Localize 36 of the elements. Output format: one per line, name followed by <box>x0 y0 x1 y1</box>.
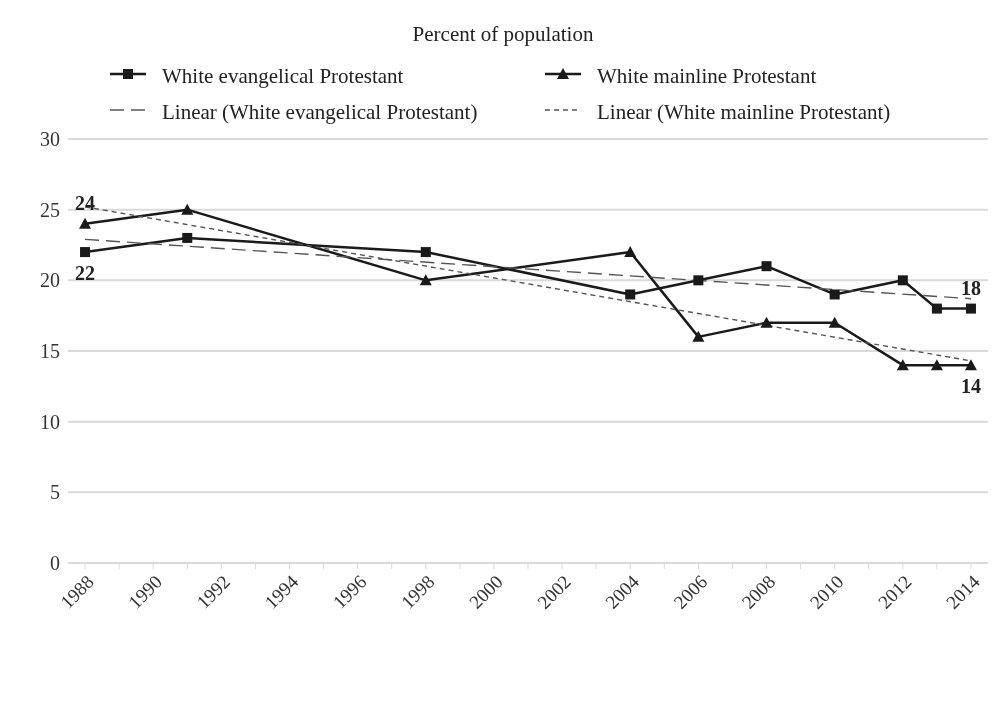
point <box>828 316 841 328</box>
legend-label: White evangelical Protestant <box>162 63 404 89</box>
point <box>80 247 91 258</box>
point <box>761 261 772 272</box>
y-tick-label: 30 <box>40 128 60 151</box>
y-tick-label: 10 <box>40 410 60 433</box>
point <box>760 316 773 328</box>
point <box>965 303 976 314</box>
point <box>624 246 637 258</box>
point <box>692 330 705 342</box>
legend-label: Linear (White mainline Protestant) <box>597 99 891 125</box>
legend-label: White mainline Protestant <box>597 63 817 89</box>
point <box>964 359 977 371</box>
point <box>829 289 840 300</box>
point <box>931 303 942 314</box>
y-tick-label: 0 <box>50 552 60 575</box>
chart-title: Percent of population <box>411 22 595 47</box>
y-tick-label: 5 <box>50 481 60 504</box>
point <box>419 274 432 286</box>
data-label: 18 <box>960 276 981 299</box>
point <box>182 232 193 243</box>
point <box>897 275 908 286</box>
point <box>930 359 943 371</box>
data-label: 24 <box>75 191 96 214</box>
y-tick-label: 20 <box>40 269 60 292</box>
data-label: 14 <box>960 375 981 398</box>
point <box>896 359 909 371</box>
legend-label: Linear (White evangelical Protestant) <box>162 99 478 125</box>
point <box>693 275 704 286</box>
point <box>625 289 636 300</box>
data-label: 22 <box>75 262 96 285</box>
point <box>420 247 431 258</box>
point <box>181 203 194 215</box>
y-tick-label: 25 <box>40 198 60 221</box>
y-tick-label: 15 <box>40 340 60 363</box>
point <box>79 217 92 229</box>
